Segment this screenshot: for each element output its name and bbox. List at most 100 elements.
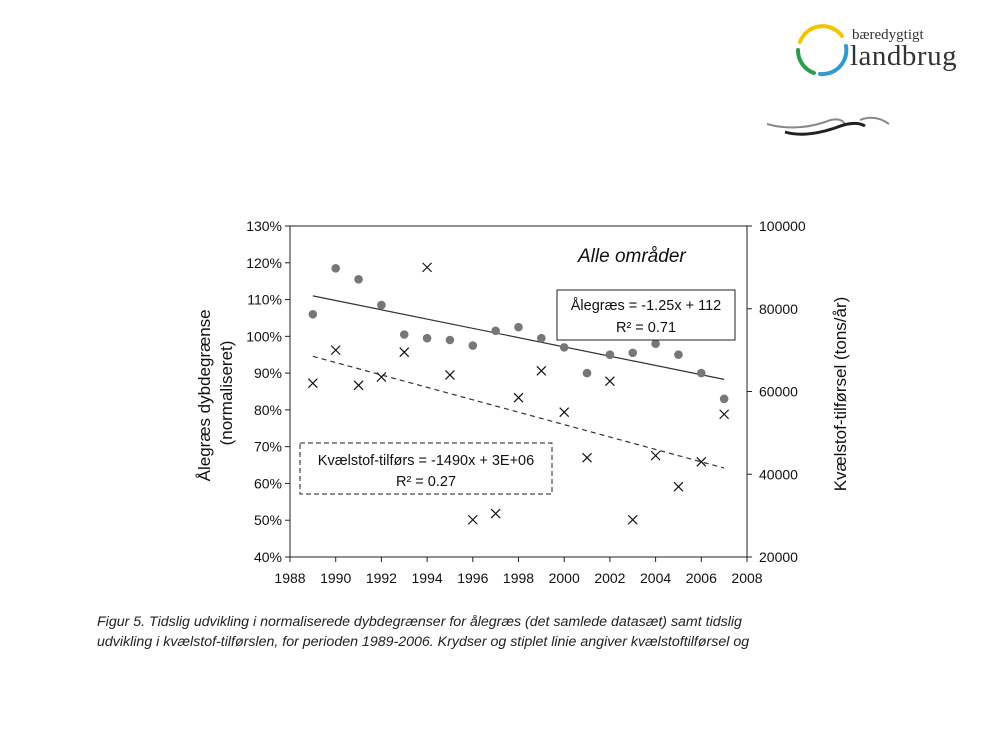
x-tick-label: 1994 xyxy=(412,570,443,586)
x-tick-label: 1996 xyxy=(457,570,488,586)
point-alegraes xyxy=(422,333,432,343)
logo-ring-green xyxy=(795,48,816,75)
point-alegraes xyxy=(514,322,523,332)
y-axis-left-label-line1: Ålegræs dybdegrænse xyxy=(195,309,214,481)
point-alegraes xyxy=(719,394,729,404)
x-tick-label: 2002 xyxy=(594,570,625,586)
point-alegraes xyxy=(354,275,363,284)
point-kvaelstof xyxy=(696,456,707,467)
equation-box-alegraes xyxy=(556,289,736,341)
y-right-tick-label: 60000 xyxy=(759,384,798,400)
x-tick-label: 1992 xyxy=(366,570,397,586)
y-axis-right-label: Kvælstof-tilførsel (tons/år) xyxy=(831,297,850,492)
point-kvaelstof xyxy=(422,262,433,273)
x-marker-stroke xyxy=(353,380,364,391)
x-marker-stroke xyxy=(696,456,707,467)
y-left-tick-label: 40% xyxy=(254,549,282,565)
x-marker-stroke xyxy=(376,372,387,382)
logo-ring-icon xyxy=(795,24,849,77)
x-marker-stroke xyxy=(719,409,730,420)
point-kvaelstof xyxy=(673,481,684,492)
x-tick-label: 2006 xyxy=(686,570,717,586)
y-axis-left-label: Ålegræs dybdegrænse (normaliseret) xyxy=(195,305,236,482)
point-alegraes xyxy=(559,343,569,352)
x-tick-label: 1988 xyxy=(274,570,305,586)
x-tick-label: 1998 xyxy=(503,570,534,586)
x-tick-label: 2004 xyxy=(640,570,671,586)
y-left-tick-label: 60% xyxy=(254,475,282,491)
equation-alegraes: Ålegræs = -1.25x + 112 xyxy=(571,297,721,314)
x-marker-stroke xyxy=(307,378,318,389)
x-marker-stroke xyxy=(559,407,570,418)
y-right-tick-label: 20000 xyxy=(759,549,798,565)
x-tick-label: 1990 xyxy=(320,570,351,586)
point-alegraes xyxy=(537,333,546,343)
trendline-kvaelstof xyxy=(312,355,725,469)
tick-labels: 1988 1990 1992 1994 1996 1998 2000 2002 2004 2006… xyxy=(246,218,806,586)
point-kvaelstof xyxy=(582,452,592,463)
y-left-tick-label: 130% xyxy=(246,218,282,234)
x-marker-stroke xyxy=(330,345,341,356)
y-axis-left-label-line2: (normaliseret) xyxy=(217,341,236,446)
point-kvaelstof xyxy=(330,345,341,356)
logo-text-top: bæredygtigt xyxy=(852,27,924,43)
point-alegraes xyxy=(605,350,615,360)
y-left-tick-label: 120% xyxy=(246,255,282,271)
x-marker-stroke xyxy=(536,365,547,376)
point-kvaelstof xyxy=(467,514,478,525)
caption-line-2: udvikling i kvælstof-tilførslen, for per… xyxy=(97,634,750,650)
point-alegraes xyxy=(697,368,706,378)
chart-title: Alle områder xyxy=(577,246,686,267)
y-right-tick-label: 40000 xyxy=(759,466,798,482)
point-alegraes xyxy=(377,300,386,310)
y-left-tick-label: 50% xyxy=(254,512,282,528)
r2-alegraes: R² = 0.71 xyxy=(616,320,676,336)
point-alegraes xyxy=(674,350,683,360)
decorative-swoosh-icon xyxy=(766,116,890,136)
scatter-chart: 1988 1990 1992 1994 1996 1998 2000 2002 2004 2006… xyxy=(195,218,850,586)
y-left-tick-label: 80% xyxy=(254,402,282,418)
x-marker-stroke xyxy=(650,450,661,461)
point-kvaelstof xyxy=(559,407,570,418)
figure-caption: Figur 5. Tidslig udvikling i normalisere… xyxy=(97,612,897,652)
x-marker-stroke xyxy=(490,508,501,519)
x-tick-label: 2000 xyxy=(549,570,580,586)
point-alegraes xyxy=(582,368,592,378)
x-marker-stroke xyxy=(422,262,433,273)
x-marker-stroke xyxy=(513,392,524,403)
r2-kvaelstof: R² = 0.27 xyxy=(396,474,456,490)
trendline-alegraes xyxy=(312,295,725,380)
x-marker-stroke xyxy=(604,376,615,387)
point-kvaelstof xyxy=(445,370,455,380)
y-left-tick-label: 100% xyxy=(246,328,282,344)
point-alegraes xyxy=(331,263,340,273)
x-marker-stroke xyxy=(399,347,410,358)
point-kvaelstof xyxy=(490,508,501,519)
data-points xyxy=(307,262,730,525)
point-kvaelstof xyxy=(353,380,364,391)
equation-kvaelstof: Kvælstof-tilførs = -1490x + 3E+06 xyxy=(318,453,534,469)
y-left-tick-label: 70% xyxy=(254,439,282,455)
logo-ring-yellow xyxy=(798,24,844,44)
point-kvaelstof xyxy=(627,514,638,525)
equation-box-kvaelstof xyxy=(299,442,553,495)
x-marker-stroke xyxy=(627,514,638,525)
point-kvaelstof xyxy=(719,409,730,420)
y-right-tick-label: 80000 xyxy=(759,301,798,317)
point-kvaelstof xyxy=(536,365,547,376)
point-alegraes xyxy=(399,330,409,339)
point-alegraes xyxy=(468,341,478,350)
logo-text-main: landbrug xyxy=(850,40,958,72)
y-left-tick-label: 110% xyxy=(247,292,282,308)
x-marker-stroke xyxy=(582,452,592,463)
caption-line-1: Figur 5. Tidslig udvikling i normalisere… xyxy=(97,614,742,630)
y-right-tick-label: 100000 xyxy=(759,218,806,234)
x-marker-stroke xyxy=(445,370,455,380)
point-kvaelstof xyxy=(307,378,318,389)
point-kvaelstof xyxy=(513,392,524,403)
logo-ring-blue xyxy=(818,44,849,77)
point-kvaelstof xyxy=(650,450,661,461)
point-kvaelstof xyxy=(604,376,615,387)
trendlines xyxy=(312,295,725,469)
point-alegraes xyxy=(651,339,660,348)
